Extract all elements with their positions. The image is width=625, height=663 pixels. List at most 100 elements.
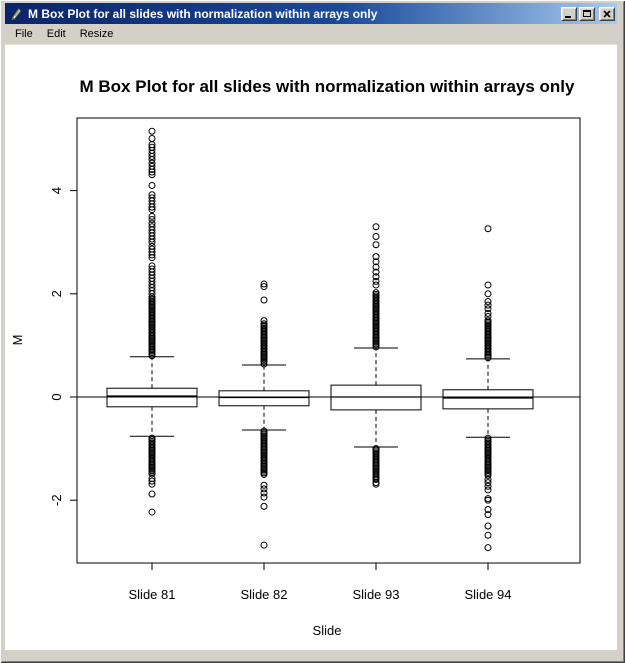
boxplot-slide-82 xyxy=(218,280,310,549)
graphics-device-canvas: -2 0 2 4 Slide 81 Slide 82 Slide 93 Slide 94 M … xyxy=(5,44,617,650)
outlier-point xyxy=(148,245,156,253)
x-axis-label: Slide xyxy=(313,623,342,638)
outlier-point xyxy=(260,493,268,501)
outlier-point xyxy=(148,194,156,202)
outlier-point xyxy=(484,471,492,479)
menu-edit[interactable]: Edit xyxy=(46,28,66,40)
outlier-point xyxy=(372,277,380,285)
outlier-point xyxy=(148,262,156,270)
outlier-point xyxy=(148,191,156,199)
outlier-point xyxy=(372,273,380,281)
plot-frame xyxy=(76,117,581,564)
outlier-point xyxy=(148,480,156,488)
outlier-point xyxy=(148,220,156,228)
boxplot-slide-94 xyxy=(442,225,534,552)
outlier-point xyxy=(484,486,492,494)
outlier-point xyxy=(148,508,156,516)
plot-title: M Box Plot for all slides with normaliza… xyxy=(80,77,576,96)
outlier-point xyxy=(372,241,380,249)
outlier-point xyxy=(484,301,492,309)
x-tick-label: Slide 81 xyxy=(129,587,176,602)
outlier-point xyxy=(372,476,380,484)
outlier-point xyxy=(260,481,268,489)
outlier-point xyxy=(148,134,156,142)
outlier-point xyxy=(372,253,380,261)
minimize-button[interactable] xyxy=(561,6,577,21)
boxplot-slide-81 xyxy=(106,127,198,516)
outlier-point xyxy=(260,502,268,510)
y-axis: -2 0 2 4 xyxy=(49,187,77,506)
iqr-box xyxy=(218,390,310,407)
outlier-point xyxy=(372,223,380,231)
y-tick-label: 4 xyxy=(49,187,64,194)
maximize-button[interactable] xyxy=(579,6,595,21)
outlier-points xyxy=(148,127,156,516)
outlier-point xyxy=(148,127,156,135)
outlier-point xyxy=(372,263,380,271)
outlier-points xyxy=(372,223,380,488)
outlier-point xyxy=(260,296,268,304)
x-tick-label: Slide 94 xyxy=(465,587,512,602)
outlier-point xyxy=(484,479,492,487)
outlier-point xyxy=(260,485,268,493)
outlier-point xyxy=(484,476,492,484)
outlier-point xyxy=(484,305,492,313)
iqr-box xyxy=(442,389,534,410)
outlier-point xyxy=(484,482,492,490)
outlier-point xyxy=(484,496,492,504)
boxplot-slide-93 xyxy=(330,223,422,488)
menu-resize[interactable]: Resize xyxy=(79,28,114,40)
title-bar[interactable]: M Box Plot for all slides with normaliza… xyxy=(5,3,617,24)
outlier-point xyxy=(372,233,380,241)
outlier-point xyxy=(260,317,268,325)
outlier-point xyxy=(148,477,156,485)
quill-pen-icon-graphic xyxy=(11,7,22,20)
outlier-point xyxy=(260,320,268,328)
outlier-point xyxy=(484,313,492,321)
outlier-point xyxy=(148,490,156,498)
outlier-point xyxy=(148,223,156,231)
x-tick-label: Slide 82 xyxy=(241,587,288,602)
close-icon xyxy=(603,9,611,18)
outlier-point xyxy=(148,171,156,179)
y-tick-label: 2 xyxy=(49,290,64,297)
outlier-point xyxy=(148,162,156,170)
outlier-point xyxy=(148,265,156,273)
outlier-point xyxy=(148,143,156,151)
outlier-point xyxy=(148,212,156,220)
maximize-icon xyxy=(583,10,591,17)
menu-bar: File Edit Resize xyxy=(5,24,617,44)
outlier-point xyxy=(260,541,268,549)
outlier-point xyxy=(260,470,268,478)
outlier-point xyxy=(372,258,380,266)
outlier-point xyxy=(484,505,492,513)
outlier-point xyxy=(260,489,268,497)
outlier-point xyxy=(484,281,492,289)
close-button[interactable] xyxy=(599,6,615,21)
outlier-point xyxy=(484,225,492,233)
minimize-icon xyxy=(565,15,571,18)
outlier-point xyxy=(148,215,156,223)
y-tick-label: 0 xyxy=(49,393,64,400)
outlier-point xyxy=(484,290,492,298)
x-axis: Slide 81 Slide 82 Slide 93 Slide 94 xyxy=(129,563,512,602)
y-tick-label: -2 xyxy=(49,494,64,506)
outlier-point xyxy=(148,470,156,478)
quill-pen-icon[interactable] xyxy=(8,6,24,21)
outlier-point xyxy=(484,531,492,539)
outlier-point xyxy=(484,544,492,552)
outlier-point xyxy=(484,522,492,530)
outlier-points xyxy=(260,280,268,549)
outlier-point xyxy=(372,268,380,276)
window-title: M Box Plot for all slides with normaliza… xyxy=(28,6,378,21)
boxplot-chart: -2 0 2 4 Slide 81 Slide 82 Slide 93 Slide 94 M … xyxy=(10,77,581,638)
menu-file[interactable]: File xyxy=(15,28,33,40)
outlier-point xyxy=(372,480,380,488)
outlier-point xyxy=(148,242,156,250)
chart-layer: -2 0 2 4 Slide 81 Slide 82 Slide 93 Slide 94 xyxy=(49,117,581,602)
outlier-point xyxy=(484,298,492,306)
outlier-point xyxy=(372,289,380,297)
outlier-point xyxy=(260,280,268,288)
outlier-points xyxy=(484,225,492,552)
